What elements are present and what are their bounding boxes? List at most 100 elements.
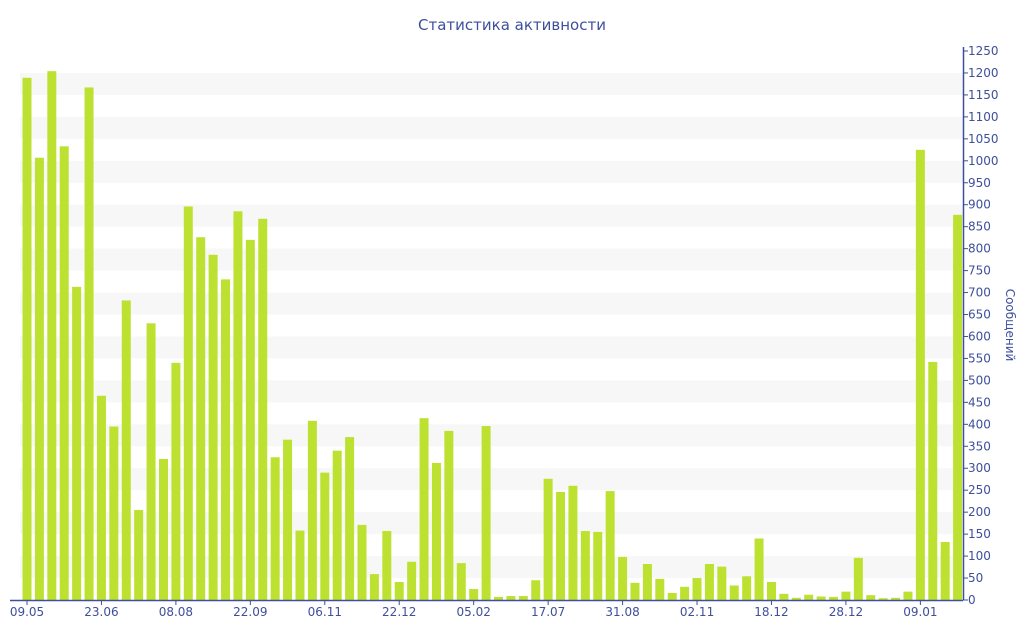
bar [766, 581, 776, 600]
bar [829, 596, 839, 600]
bar [369, 574, 379, 600]
bar [742, 576, 752, 600]
x-tick-label: 05.02 [457, 605, 491, 619]
bar [655, 578, 665, 600]
bar [928, 361, 938, 600]
bar [233, 211, 243, 601]
bar [543, 478, 553, 600]
y-tick-label: 400 [968, 417, 991, 431]
y-tick-label: 750 [968, 264, 991, 278]
x-tick-label: 02.11 [680, 605, 714, 619]
y-tick-label: 300 [968, 461, 991, 475]
bar [196, 237, 206, 600]
bar [59, 146, 69, 600]
bar [158, 459, 168, 600]
bar [804, 594, 814, 600]
y-tick-label: 1100 [968, 110, 999, 124]
bar [642, 563, 652, 600]
bar [506, 596, 516, 600]
bar [518, 596, 528, 600]
bar [183, 206, 193, 600]
bar [816, 596, 826, 600]
bar [915, 149, 925, 600]
bar [580, 531, 590, 600]
bar [568, 485, 578, 600]
x-tick-label: 23.06 [84, 605, 118, 619]
y-tick-label: 1200 [968, 66, 999, 80]
y-tick-label: 900 [968, 198, 991, 212]
y-tick-label: 800 [968, 242, 991, 256]
bar [878, 598, 888, 600]
y-tick-label: 600 [968, 329, 991, 343]
bar [47, 71, 57, 601]
grid-band [20, 292, 963, 315]
bar [84, 87, 94, 600]
x-tick-label: 08.08 [159, 605, 193, 619]
bar [221, 279, 231, 600]
y-tick-label: 1000 [968, 154, 999, 168]
bar [307, 420, 317, 600]
y-tick-label: 500 [968, 373, 991, 387]
bar [394, 581, 404, 600]
bar [146, 323, 156, 600]
grid-band [20, 424, 963, 447]
bar [270, 457, 280, 600]
x-tick-label: 09.01 [903, 605, 937, 619]
y-tick-label: 100 [968, 549, 991, 563]
y-tick-label: 150 [968, 527, 991, 541]
bar [332, 450, 342, 600]
bar [134, 509, 144, 600]
bar [444, 430, 454, 600]
chart-title: Статистика активности [418, 16, 606, 34]
grid-band [20, 336, 963, 359]
bar [245, 239, 255, 600]
bar [692, 578, 702, 600]
bar [109, 426, 119, 600]
y-tick-label: 1150 [968, 88, 999, 102]
bar [903, 591, 913, 600]
x-tick-label: 22.09 [233, 605, 267, 619]
bar [121, 300, 131, 600]
bar [208, 254, 218, 600]
grid-band [20, 468, 963, 491]
bar [494, 596, 503, 600]
bar [431, 462, 441, 600]
bar [680, 586, 690, 600]
y-tick-label: 350 [968, 439, 991, 453]
x-tick-label: 06.11 [308, 605, 342, 619]
bar [841, 591, 851, 600]
bar [72, 286, 82, 600]
grid-band [20, 204, 963, 227]
bar [754, 538, 764, 600]
bar [630, 582, 640, 600]
bar [469, 589, 479, 600]
x-tick-label: 28.12 [829, 605, 863, 619]
y-tick-label: 0 [968, 593, 976, 607]
bar [704, 563, 714, 600]
y-tick-label: 1050 [968, 132, 999, 146]
bar [605, 491, 615, 600]
y-axis-label: Сообщений [1003, 289, 1017, 362]
bar [891, 597, 901, 600]
bar [407, 561, 417, 600]
bar [320, 472, 330, 600]
bar [295, 530, 305, 600]
x-tick-label: 31.08 [605, 605, 639, 619]
grid-band [20, 380, 963, 403]
y-tick-label: 650 [968, 308, 991, 322]
bar [171, 362, 181, 600]
bar [22, 77, 32, 600]
grid-band [20, 72, 963, 95]
bar [556, 491, 566, 600]
bar [667, 592, 677, 600]
bar [258, 218, 268, 600]
x-tick-label: 09.05 [10, 605, 44, 619]
y-tick-label: 1250 [968, 44, 999, 58]
bar [456, 563, 466, 600]
y-tick-label: 50 [968, 571, 983, 585]
y-tick-label: 850 [968, 220, 991, 234]
bar [717, 566, 727, 600]
bar [729, 585, 739, 600]
y-tick-label: 950 [968, 176, 991, 190]
